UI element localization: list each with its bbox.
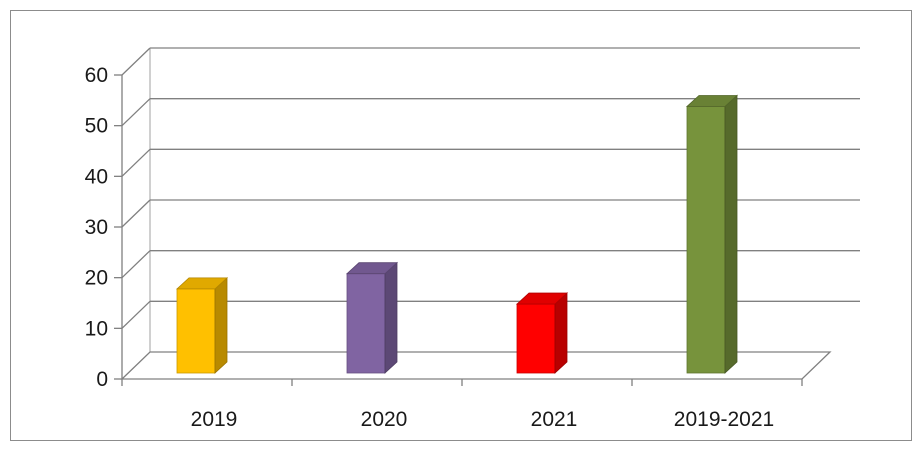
y-tick-label: 60 [85, 64, 108, 87]
bar-top-face [685, 95, 739, 107]
bars [175, 94, 739, 374]
gridline-side [121, 300, 151, 329]
gridline-side [121, 199, 151, 228]
gridline-side [121, 47, 151, 76]
bar-front-face [516, 303, 556, 374]
y-tick-label: 40 [85, 165, 108, 188]
bar-top-face [515, 292, 569, 305]
bar-2019 [175, 276, 229, 374]
bar-front-face [686, 106, 726, 374]
gridline-side [121, 98, 151, 127]
bar-side-face [384, 261, 398, 374]
x-tick-label: 2019 [191, 408, 238, 431]
bar-front-face [346, 273, 386, 374]
x-tick-label: 2021 [531, 408, 578, 431]
bar-side-face [554, 292, 568, 374]
x-tick-labels: 2019 2020 2021 2019-2021 [191, 408, 775, 431]
bar-2020 [345, 261, 399, 374]
y-tick-label: 50 [85, 115, 108, 138]
x-tick-label: 2019-2021 [674, 408, 774, 431]
gridline-side [121, 148, 151, 177]
y-tick-label: 0 [96, 368, 108, 391]
bar-side-face [214, 276, 228, 374]
y-tick-label: 10 [85, 317, 108, 340]
floor [120, 351, 832, 380]
y-tick-label: 20 [85, 267, 108, 290]
bar-top-face [345, 262, 399, 275]
gridlines [114, 47, 860, 386]
bar-front-face [176, 288, 216, 374]
x-tick-label: 2020 [361, 408, 408, 431]
bar-2019-2021 [685, 94, 739, 374]
chart-frame [10, 10, 912, 441]
gridline-side [121, 250, 151, 279]
bar-top-face [175, 277, 229, 290]
y-tick-label: 30 [85, 216, 108, 239]
bar-side-face [724, 94, 738, 374]
bar-2021 [515, 292, 569, 374]
y-tick-labels: 0 10 20 30 40 50 60 [85, 64, 108, 391]
